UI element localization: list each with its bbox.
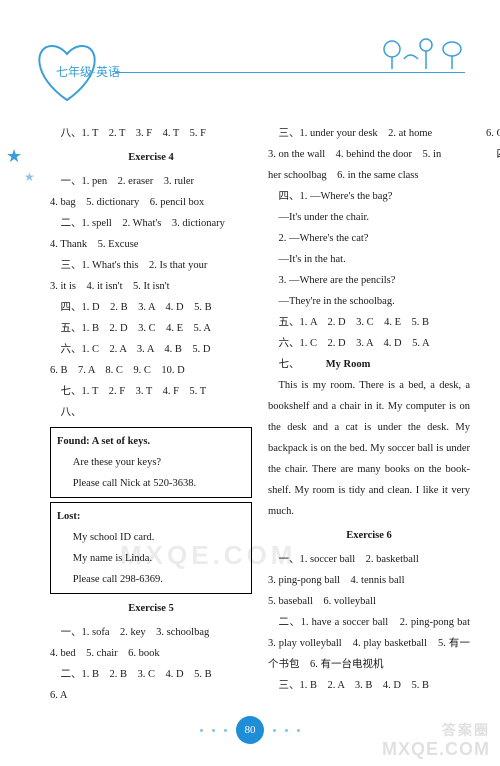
ex3-line: 八、1. T 2. T 3. F 4. T 5. F: [50, 123, 252, 144]
answer-line: 一、1. pen 2. eraser 3. ruler: [50, 171, 252, 192]
answer-line: 3. ping-pong ball 4. tennis ball: [268, 570, 470, 591]
answer-line: 七、 My Room: [268, 354, 470, 375]
exercise-heading: Exercise 4: [50, 147, 252, 168]
answer-line: 4. bed 5. chair 6. book: [50, 643, 252, 664]
answer-line: 四、1. has 2. have 3. have: [486, 144, 500, 165]
answer-line: 二、1. have a soccer ball 2. ping-pong bat…: [268, 612, 470, 675]
answer-line: —They're in the schoolbag.: [268, 291, 470, 312]
answer-line: 6. C 7. C: [486, 123, 500, 144]
grade-label: 七年级·英语: [56, 63, 120, 80]
found-notice-box: Found: A set of keys. Are these your key…: [50, 427, 252, 498]
notice-line: Please call Nick at 520-3638.: [57, 473, 245, 494]
answer-line: 五、1. B 2. D 3. C 4. E 5. A: [50, 318, 252, 339]
answer-line: —It's in the hat.: [268, 249, 470, 270]
answer-line: 八、: [50, 402, 252, 423]
exercise-heading: Exercise 5: [50, 598, 252, 619]
notice-line: Please call 298-6369.: [57, 569, 245, 590]
answer-line: 五、1. A 2. D 3. C 4. E 5. B: [268, 312, 470, 333]
answer-line: 三、1. What's this 2. Is that your: [50, 255, 252, 276]
answer-line: 六、1. C 2. D 3. A 4. D 5. A: [268, 333, 470, 354]
answer-line: 6. A: [50, 685, 252, 706]
answer-line: 四、1. D 2. B 3. A 4. D 5. B: [50, 297, 252, 318]
notice-line: My name is Linda.: [57, 548, 245, 569]
answer-line: 七、1. T 2. F 3. T 4. F 5. T: [50, 381, 252, 402]
page-number-badge: 80: [236, 716, 264, 744]
answer-line: 二、1. B 2. B 3. C 4. D 5. B: [50, 664, 252, 685]
answer-line: 2. —Where's the cat?: [268, 228, 470, 249]
answer-line: 四、1. —Where's the bag?: [268, 186, 470, 207]
watermark: 答案圈: [442, 720, 490, 740]
top-decoration: [380, 35, 470, 75]
star-icon: ★: [6, 146, 22, 167]
answer-content: 八、1. T 2. T 3. F 4. T 5. F Exercise 4 一、…: [50, 123, 470, 706]
answer-line: 六、1. C 2. A 3. A 4. B 5. D: [50, 339, 252, 360]
answer-line: —It's under the chair.: [268, 207, 470, 228]
answer-line: 三、1. under your desk 2. at home: [268, 123, 470, 144]
answer-line: her schoolbag 6. in the same class: [268, 165, 470, 186]
lost-notice-box: Lost: My school ID card. My name is Lind…: [50, 502, 252, 594]
answer-line: 3. —Where are the pencils?: [268, 270, 470, 291]
answer-line: 三、1. B 2. A 3. B 4. D 5. B: [268, 675, 470, 696]
answer-line: 5. baseball 6. volleyball: [268, 591, 470, 612]
answer-line: 3. on the wall 4. behind the door 5. in: [268, 144, 470, 165]
star-icon: ★: [24, 170, 35, 185]
exercise-heading: Exercise 6: [268, 525, 470, 546]
notice-line: Found: A set of keys.: [57, 431, 245, 452]
notice-line: Lost:: [57, 506, 245, 527]
answer-line: 4. Thank 5. Excuse: [50, 234, 252, 255]
essay-text: This is my room. There is a bed, a desk,…: [268, 375, 470, 522]
answer-line: 一、1. sofa 2. key 3. schoolbag: [50, 622, 252, 643]
notice-line: My school ID card.: [57, 527, 245, 548]
answer-line: 3. it is 4. it isn't 5. It isn't: [50, 276, 252, 297]
watermark: MXQE.COM: [382, 739, 490, 760]
notice-line: Are these your keys?: [57, 452, 245, 473]
answer-line: 4. bag 5. dictionary 6. pencil box: [50, 192, 252, 213]
answer-line: 6. B 7. A 8. C 9. C 10. D: [50, 360, 252, 381]
answer-line: 一、1. soccer ball 2. basketball: [268, 549, 470, 570]
answer-line: 二、1. spell 2. What's 3. dictionary: [50, 213, 252, 234]
